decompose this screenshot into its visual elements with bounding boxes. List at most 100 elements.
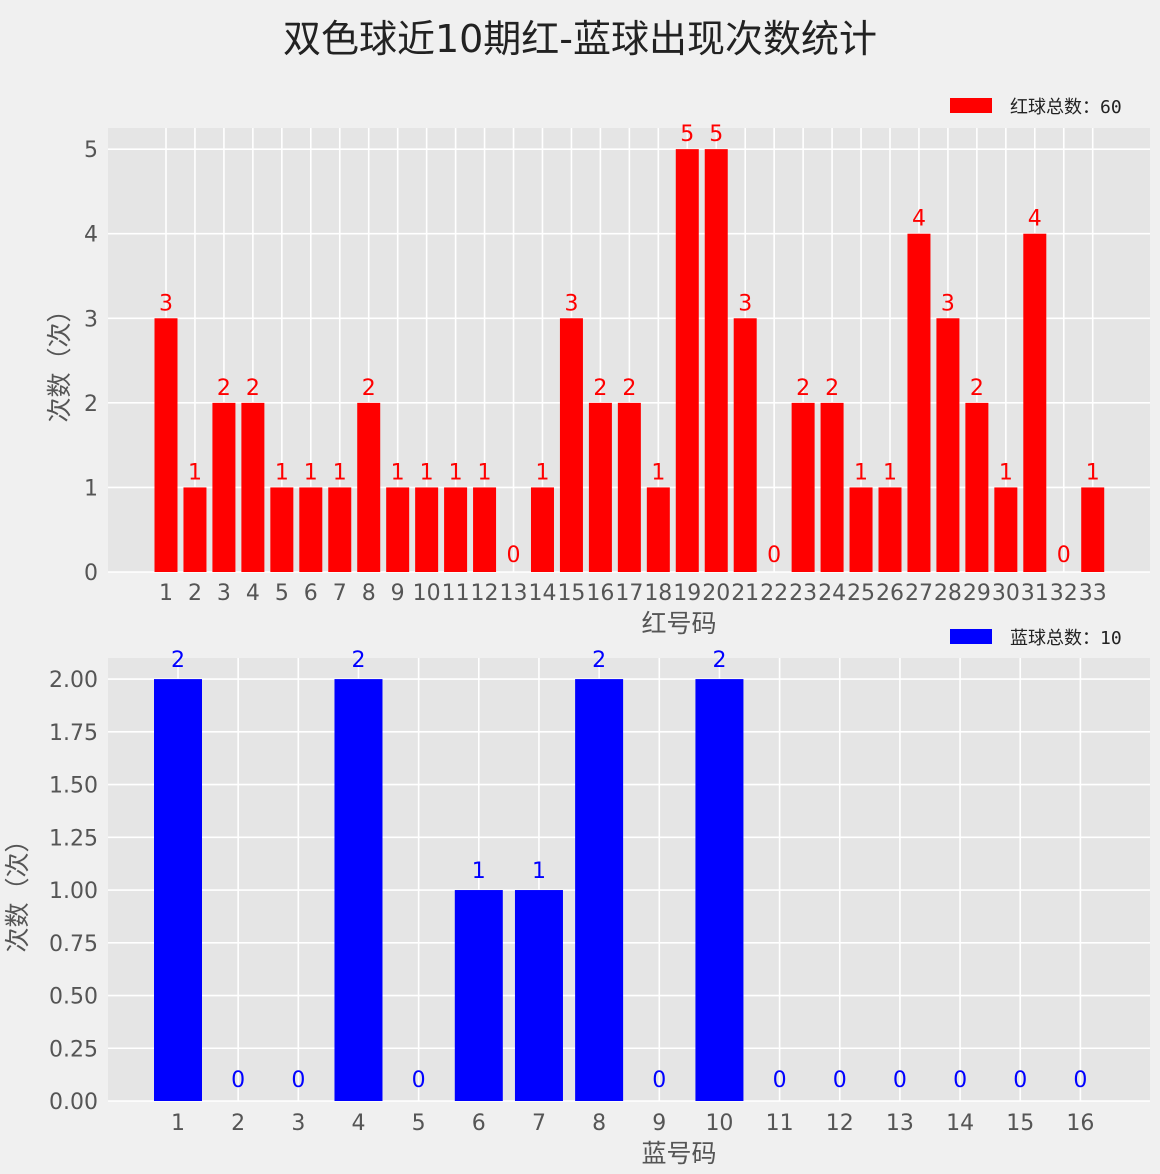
x-tick-label: 29 [963,581,991,606]
bar [820,402,844,572]
y-tick-label: 1.00 [49,879,98,904]
bar [791,402,815,572]
data-label: 4 [912,207,926,232]
bar [454,890,503,1101]
bar [1081,487,1105,572]
legend-swatch [950,629,992,644]
x-tick-label: 8 [592,1111,606,1136]
data-label: 1 [478,460,492,485]
data-label: 2 [622,376,636,401]
data-label: 1 [275,460,289,485]
x-tick-label: 9 [652,1111,666,1136]
data-label: 0 [291,1068,305,1093]
data-label: 0 [412,1068,426,1093]
legend-label: 红球总数：60 [1010,97,1122,118]
y-tick-label: 0.50 [49,985,98,1010]
data-label: 0 [1057,543,1071,568]
x-tick-label: 24 [818,581,846,606]
y-tick-label: 5 [84,138,98,163]
bar [241,402,265,572]
x-tick-label: 17 [615,581,643,606]
data-label: 2 [970,376,984,401]
y-tick-label: 1.75 [49,721,98,746]
data-label: 0 [893,1068,907,1093]
data-label: 1 [854,460,868,485]
data-label: 0 [507,543,521,568]
data-label: 5 [709,122,723,147]
x-tick-label: 26 [876,581,904,606]
data-label: 1 [999,460,1013,485]
data-label: 2 [592,648,606,673]
x-tick-label: 11 [442,581,470,606]
x-tick-label: 22 [760,581,788,606]
data-label: 3 [159,291,173,316]
data-label: 0 [231,1068,245,1093]
bar [415,487,439,572]
data-label: 1 [188,460,202,485]
y-tick-label: 0 [84,561,98,586]
x-tick-label: 18 [644,581,672,606]
bar [1023,233,1047,572]
legend-label: 蓝球总数：10 [1010,628,1122,649]
x-tick-label: 27 [905,581,933,606]
bar [695,679,744,1101]
x-axis-label: 红号码 [641,609,716,638]
x-tick-label: 16 [1066,1111,1094,1136]
data-label: 3 [941,291,955,316]
y-tick-label: 0.25 [49,1037,98,1062]
data-label: 1 [535,460,549,485]
bar [183,487,207,572]
data-label: 3 [738,291,752,316]
x-tick-label: 9 [391,581,405,606]
chart-title: 双色球近10期红-蓝球出现次数统计 [282,17,878,61]
x-tick-label: 14 [946,1111,974,1136]
bar [334,679,383,1101]
x-tick-label: 11 [766,1111,794,1136]
bar [212,402,236,572]
y-tick-label: 0.00 [49,1090,98,1115]
chart-panel-2: 0.000.250.500.751.001.251.501.752.001 2 3 4… [3,628,1150,1168]
bar [575,679,624,1101]
x-tick-label: 15 [1006,1111,1034,1136]
data-label: 1 [304,460,318,485]
x-tick-label: 7 [532,1111,546,1136]
bar [617,402,641,572]
x-tick-label: 12 [826,1111,854,1136]
data-label: 1 [449,460,463,485]
data-label: 2 [362,376,376,401]
x-tick-label: 13 [500,581,528,606]
bar [965,402,989,572]
y-tick-label: 2.00 [49,668,98,693]
plot-area [108,658,1150,1101]
bar [559,318,583,572]
x-tick-label: 10 [413,581,441,606]
data-label: 0 [767,543,781,568]
x-tick-label: 19 [673,581,701,606]
y-tick-label: 1.50 [49,774,98,799]
y-tick-label: 0.75 [49,932,98,957]
x-tick-label: 2 [188,581,202,606]
bar [646,487,670,572]
bar [444,487,468,572]
x-tick-label: 3 [291,1111,305,1136]
data-label: 3 [564,291,578,316]
x-axis-label: 蓝号码 [641,1139,716,1168]
x-tick-label: 16 [586,581,614,606]
x-tick-label: 30 [992,581,1020,606]
x-tick-label: 8 [362,581,376,606]
bar [154,679,202,1101]
legend-swatch [950,98,992,113]
data-label: 1 [532,859,546,884]
data-label: 1 [1086,460,1100,485]
x-tick-label: 4 [246,581,260,606]
y-tick-label: 2 [84,392,98,417]
x-tick-label: 5 [275,581,289,606]
bar [514,890,563,1101]
x-tick-label: 12 [471,581,499,606]
y-tick-label: 4 [84,223,98,248]
y-tick-label: 1 [84,476,98,501]
bar [936,318,960,572]
data-label: 0 [833,1068,847,1093]
x-tick-label: 23 [789,581,817,606]
data-label: 2 [217,376,231,401]
